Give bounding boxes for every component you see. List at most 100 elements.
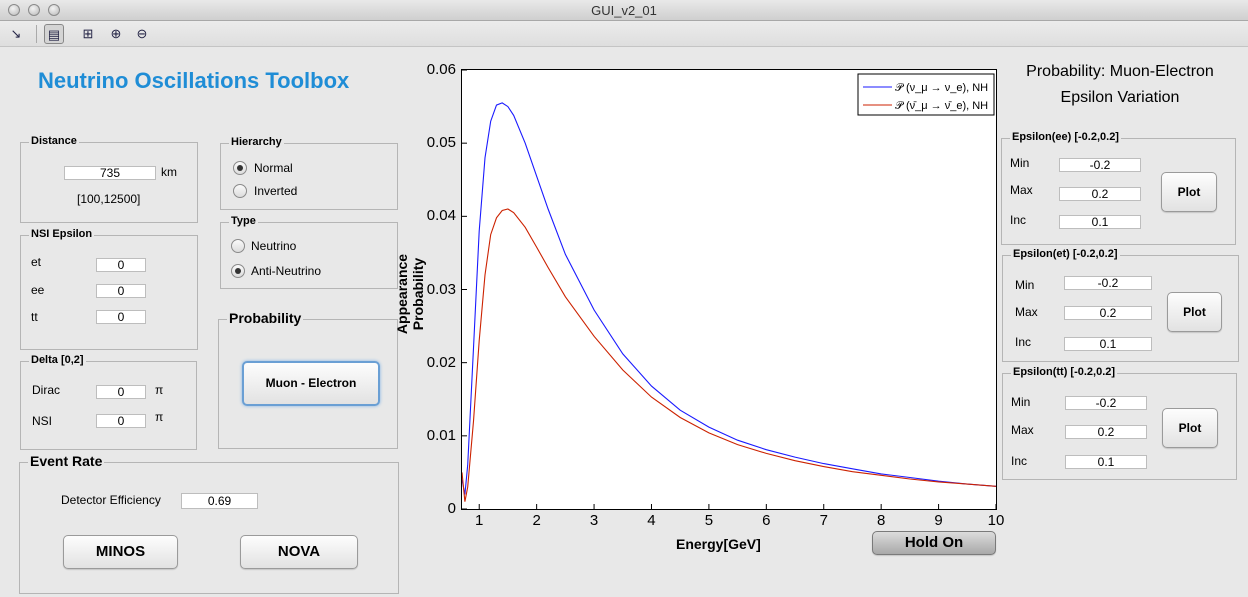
et-max-field[interactable]: 0.2 bbox=[1064, 306, 1152, 320]
et-inc-field[interactable]: 0.1 bbox=[1064, 337, 1152, 351]
chart-legend: 𝒫 (ν_μ → ν_e), NH 𝒫 (ν̄_μ → ν̄_e), NH bbox=[857, 73, 995, 116]
zoom-out-icon[interactable]: ⊖ bbox=[136, 26, 148, 41]
ee-inc-label: Inc bbox=[1010, 213, 1027, 227]
x-tick-label: 7 bbox=[819, 512, 828, 529]
ee-label: ee bbox=[31, 283, 45, 297]
window-title: GUI_v2_01 bbox=[591, 3, 657, 18]
zoom-in-icon[interactable]: ⊕ bbox=[110, 26, 122, 41]
dirac-pi-label: π bbox=[155, 383, 164, 397]
data-cursor-icon[interactable]: ▤ bbox=[44, 24, 64, 44]
epsilon-tt-title: Epsilon(tt) [-0.2,0.2] bbox=[1011, 366, 1118, 378]
app-title: Neutrino Oscillations Toolbox bbox=[38, 68, 350, 93]
window-titlebar: GUI_v2_01 bbox=[0, 0, 1248, 21]
distance-title: Distance bbox=[29, 135, 79, 147]
normal-radio[interactable] bbox=[233, 161, 247, 175]
delta-title: Delta [0,2] bbox=[29, 354, 86, 366]
epsilon-ee-title: Epsilon(ee) [-0.2,0.2] bbox=[1010, 131, 1121, 143]
y-tick-label: 0.04 bbox=[426, 207, 456, 225]
ee-max-label: Max bbox=[1010, 183, 1033, 197]
neutrino-radio[interactable] bbox=[231, 239, 245, 253]
tt-min-field[interactable]: -0.2 bbox=[1065, 396, 1147, 410]
ee-inc-field[interactable]: 0.1 bbox=[1059, 215, 1141, 229]
dirac-label: Dirac bbox=[32, 383, 61, 397]
et-plot-button[interactable]: Plot bbox=[1167, 292, 1222, 332]
muon-electron-button[interactable]: Muon - Electron bbox=[242, 361, 380, 406]
et-inc-label: Inc bbox=[1015, 335, 1032, 349]
y-tick-label: 0.02 bbox=[426, 353, 456, 371]
nsi-tt-field[interactable]: 0 bbox=[96, 310, 146, 324]
event-rate-title: Event Rate bbox=[28, 453, 105, 469]
detector-efficiency-field[interactable]: 0.69 bbox=[181, 493, 258, 509]
toolbar-separator bbox=[36, 25, 37, 43]
pointer-icon[interactable]: ↘ bbox=[10, 26, 22, 41]
probability-title: Probability bbox=[227, 310, 304, 326]
y-tick-label: 0 bbox=[447, 500, 456, 517]
insert-colorbar-icon[interactable]: ⊞ bbox=[82, 26, 94, 41]
inverted-radio[interactable] bbox=[233, 184, 247, 198]
series-line-neutrino bbox=[461, 102, 997, 495]
close-window-button[interactable] bbox=[8, 4, 20, 16]
x-tick-label: 9 bbox=[934, 512, 943, 529]
nsi-et-field[interactable]: 0 bbox=[96, 258, 146, 272]
ee-min-field[interactable]: -0.2 bbox=[1059, 158, 1141, 172]
nova-button[interactable]: NOVA bbox=[240, 535, 358, 569]
x-tick-label: 8 bbox=[876, 512, 886, 529]
distance-unit: km bbox=[161, 165, 177, 179]
epsilon-ee-panel: Epsilon(ee) [-0.2,0.2] Min -0.2 Max 0.2 … bbox=[1001, 131, 1236, 245]
distance-field[interactable]: 735 bbox=[64, 166, 156, 180]
anti-neutrino-radio[interactable] bbox=[231, 264, 245, 278]
x-tick-label: 3 bbox=[589, 512, 599, 529]
event-rate-panel: Event Rate Detector Efficiency 0.69 MINO… bbox=[19, 453, 399, 594]
type-title: Type bbox=[229, 215, 258, 227]
x-axis-label: Energy[GeV] bbox=[676, 536, 761, 552]
anti-neutrino-label: Anti-Neutrino bbox=[251, 264, 322, 278]
inverted-label: Inverted bbox=[254, 184, 298, 198]
distance-panel: Distance 735 km [100,12500] bbox=[20, 135, 198, 223]
type-panel: Type Neutrino Anti-Neutrino bbox=[220, 215, 398, 289]
hierarchy-title: Hierarchy bbox=[229, 136, 284, 148]
et-min-field[interactable]: -0.2 bbox=[1064, 276, 1152, 290]
x-tick-label: 2 bbox=[532, 512, 541, 529]
tt-label: tt bbox=[31, 310, 38, 324]
right-title-2: Epsilon Variation bbox=[1060, 89, 1180, 106]
y-tick-label: 0.06 bbox=[426, 61, 456, 78]
ee-plot-button[interactable]: Plot bbox=[1161, 172, 1217, 212]
dirac-field[interactable]: 0 bbox=[96, 385, 146, 399]
tt-inc-label: Inc bbox=[1011, 454, 1028, 468]
probability-panel: Probability Muon - Electron bbox=[218, 310, 398, 449]
et-max-label: Max bbox=[1015, 305, 1038, 319]
neutrino-label: Neutrino bbox=[251, 239, 297, 253]
x-tick-label: 6 bbox=[762, 512, 771, 529]
minimize-window-button[interactable] bbox=[28, 4, 40, 16]
x-tick-label: 1 bbox=[475, 512, 484, 529]
hold-on-button[interactable]: Hold On bbox=[872, 531, 996, 555]
legend-label: 𝒫 (ν̄_μ → ν̄_e), NH bbox=[895, 100, 988, 112]
delta-panel: Delta [0,2] Dirac 0 π NSI 0 π bbox=[20, 354, 197, 450]
tt-max-field[interactable]: 0.2 bbox=[1065, 425, 1147, 439]
series-line-anti-neutrino bbox=[461, 208, 997, 502]
probability-plot[interactable]: 𝒫 (ν_μ → ν_e), NH 𝒫 (ν̄_μ → ν̄_e), NH bbox=[461, 69, 997, 510]
et-min-label: Min bbox=[1015, 278, 1035, 292]
distance-range: [100,12500] bbox=[77, 192, 141, 206]
epsilon-et-title: Epsilon(et) [-0.2,0.2] bbox=[1011, 248, 1120, 260]
x-tick-label: 10 bbox=[987, 512, 1005, 529]
tt-max-label: Max bbox=[1011, 423, 1034, 437]
nsi-delta-field[interactable]: 0 bbox=[96, 414, 146, 428]
normal-label: Normal bbox=[254, 161, 293, 175]
x-tick-label: 4 bbox=[647, 512, 656, 529]
ee-max-field[interactable]: 0.2 bbox=[1059, 187, 1141, 201]
tt-inc-field[interactable]: 0.1 bbox=[1065, 455, 1147, 469]
nsi-ee-field[interactable]: 0 bbox=[96, 284, 146, 298]
tt-plot-button[interactable]: Plot bbox=[1162, 408, 1218, 448]
zoom-window-button[interactable] bbox=[48, 4, 60, 16]
ee-min-label: Min bbox=[1010, 156, 1030, 170]
nsi-pi-label: π bbox=[155, 410, 164, 424]
probability-chart: 𝒫 (ν_μ → ν_e), NH 𝒫 (ν̄_μ → ν̄_e), NH bbox=[461, 69, 997, 510]
tt-min-label: Min bbox=[1011, 395, 1031, 409]
epsilon-tt-panel: Epsilon(tt) [-0.2,0.2] Min -0.2 Max 0.2 … bbox=[1002, 366, 1237, 480]
y-tick-label: 0.03 bbox=[426, 280, 456, 298]
minos-button[interactable]: MINOS bbox=[63, 535, 178, 569]
epsilon-et-panel: Epsilon(et) [-0.2,0.2] Min -0.2 Max 0.2 … bbox=[1002, 248, 1239, 362]
y-axis-label: Appearance Probability bbox=[394, 253, 426, 335]
legend-box bbox=[857, 73, 995, 116]
